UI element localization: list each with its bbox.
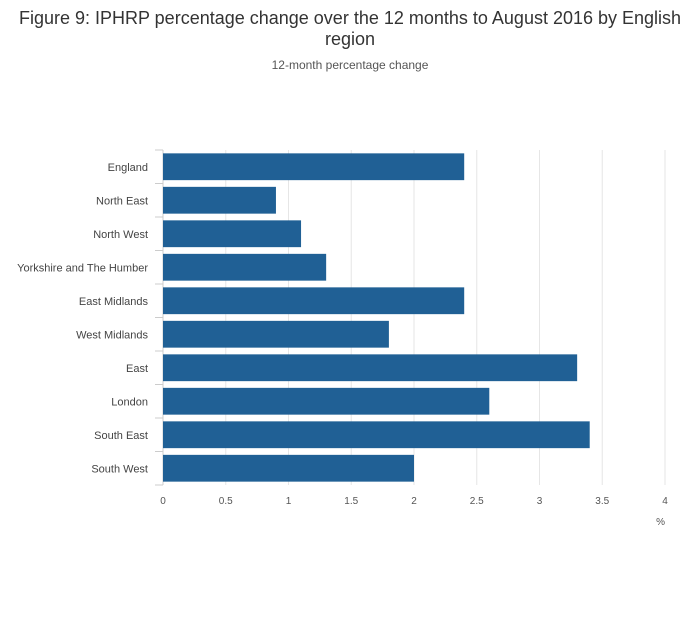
x-axis-ticks: 0 0.5 1 1.5 2 2.5 3 3.5 4 bbox=[160, 496, 668, 507]
chart-title: Figure 9: IPHRP percentage change over t… bbox=[18, 8, 682, 49]
chart-subtitle: 12-month percentage change bbox=[271, 58, 429, 72]
category-label: North East bbox=[96, 195, 148, 207]
bar[interactable] bbox=[163, 153, 465, 181]
x-tick-label: 4 bbox=[662, 496, 668, 507]
category-label: East bbox=[126, 363, 148, 375]
bar[interactable] bbox=[163, 186, 276, 214]
bar[interactable] bbox=[163, 354, 578, 382]
category-label: West Midlands bbox=[76, 329, 148, 341]
x-tick-label: 3.5 bbox=[595, 496, 609, 507]
bar[interactable] bbox=[163, 387, 490, 415]
bars bbox=[163, 153, 590, 482]
x-tick-label: 1 bbox=[286, 496, 292, 507]
category-label: Yorkshire and The Humber bbox=[17, 262, 148, 274]
category-label: London bbox=[111, 396, 148, 408]
category-label: South West bbox=[91, 463, 148, 475]
x-tick-label: 2 bbox=[411, 496, 417, 507]
category-label: East Midlands bbox=[79, 296, 149, 308]
x-tick-label: 2.5 bbox=[470, 496, 484, 507]
bar[interactable] bbox=[163, 287, 465, 315]
x-axis-label: % bbox=[656, 517, 665, 528]
bar[interactable] bbox=[163, 253, 327, 281]
category-label: North West bbox=[93, 229, 148, 241]
x-tick-label: 0.5 bbox=[219, 496, 233, 507]
x-tick-label: 0 bbox=[160, 496, 166, 507]
bar[interactable] bbox=[163, 454, 414, 482]
category-label: England bbox=[108, 162, 148, 174]
x-tick-label: 1.5 bbox=[344, 496, 358, 507]
bar[interactable] bbox=[163, 320, 389, 348]
x-tick-label: 3 bbox=[537, 496, 543, 507]
category-labels: England North East North West Yorkshire and… bbox=[17, 162, 148, 476]
category-label: South East bbox=[94, 430, 148, 442]
bar[interactable] bbox=[163, 220, 302, 248]
bar[interactable] bbox=[163, 421, 590, 449]
